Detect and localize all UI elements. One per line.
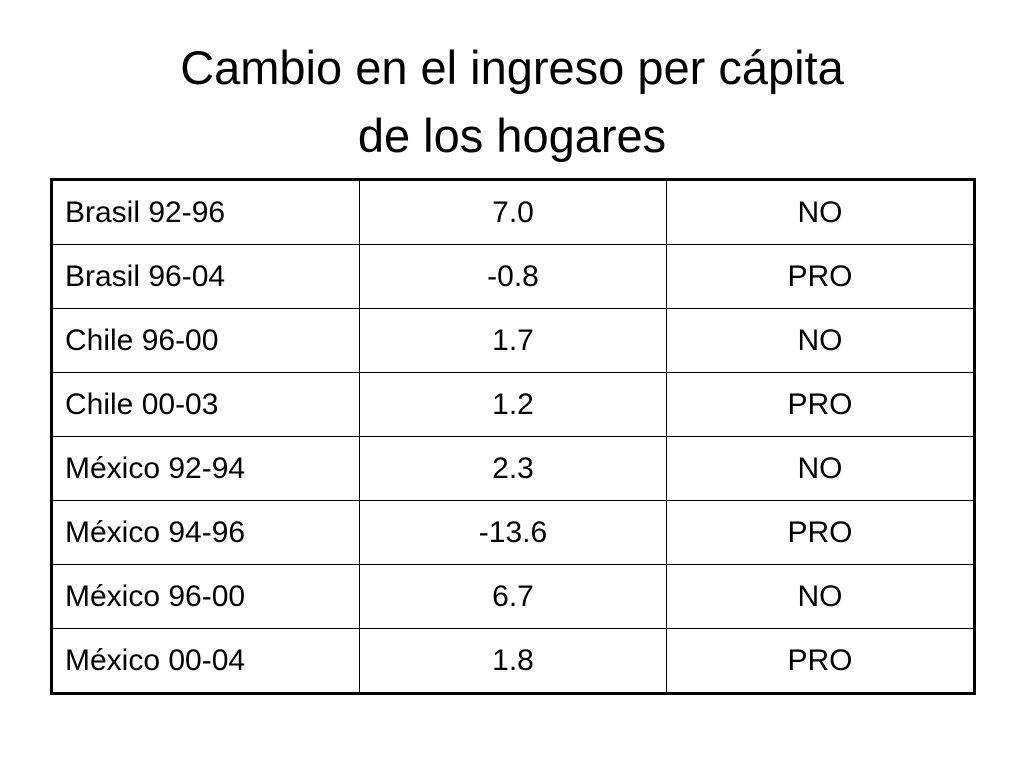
table-cell: NO <box>666 308 975 373</box>
table-row: México 92-94 2.3 NO <box>51 436 975 501</box>
title-line: Cambio en el ingreso per cápita <box>180 41 844 94</box>
table-cell: PRO <box>666 372 975 437</box>
table-cell: PRO <box>666 244 975 309</box>
table-cell: Chile 96-00 <box>51 308 360 373</box>
data-table: Brasil 92-96 7.0 NO Brasil 96-04 -0.8 PRO Chil… <box>50 178 976 695</box>
table-cell: México 94-96 <box>51 500 360 565</box>
table-row: Chile 00-03 1.2 PRO <box>51 372 975 437</box>
table-row: Chile 96-00 1.7 NO <box>51 308 975 373</box>
table-cell: México 00-04 <box>51 628 360 694</box>
table-cell: 7.0 <box>359 179 667 245</box>
table-cell: NO <box>666 179 975 245</box>
table-cell: 6.7 <box>359 564 667 629</box>
table-cell: PRO <box>666 628 975 694</box>
table-cell: Chile 00-03 <box>51 372 360 437</box>
table-cell: Brasil 96-04 <box>51 244 360 309</box>
table-cell: NO <box>666 564 975 629</box>
table-cell: 1.8 <box>359 628 667 694</box>
table-row: México 96-00 6.7 NO <box>51 564 975 629</box>
table-cell: 2.3 <box>359 436 667 501</box>
table-cell: 1.7 <box>359 308 667 373</box>
table-cell: NO <box>666 436 975 501</box>
table-cell: PRO <box>666 500 975 565</box>
title-line: de los hogares <box>357 109 667 162</box>
table-row: México 94-96 -13.6 PRO <box>51 500 975 565</box>
table-cell: México 92-94 <box>51 436 360 501</box>
table-row: Brasil 96-04 -0.8 PRO <box>51 244 975 309</box>
table-row: México 00-04 1.8 PRO <box>51 628 975 694</box>
table-cell: -0.8 <box>359 244 667 309</box>
table-cell: -13.6 <box>359 500 667 565</box>
table-row: Brasil 92-96 7.0 NO <box>51 179 975 245</box>
table-cell: Brasil 92-96 <box>51 179 360 245</box>
table-cell: México 96-00 <box>51 564 360 629</box>
table-cell: 1.2 <box>359 372 667 437</box>
